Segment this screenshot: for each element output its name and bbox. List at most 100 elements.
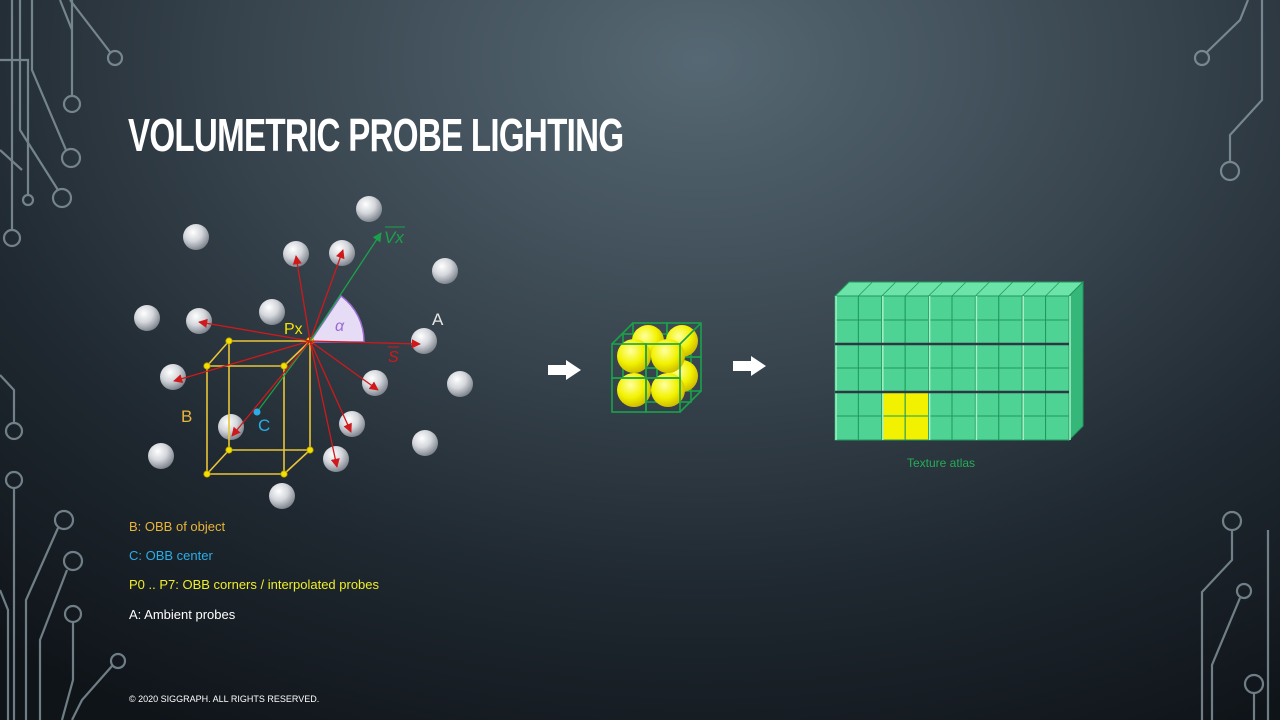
atlas-cell: [834, 319, 859, 345]
atlas-cell: [834, 391, 859, 417]
atlas-cell: [904, 343, 930, 369]
atlas-cell: [974, 415, 1000, 441]
atlas-cell: [951, 343, 976, 369]
atlas-cell: [1045, 415, 1070, 441]
atlas-cell: [881, 295, 906, 321]
texture-atlas: [833, 280, 1085, 442]
atlas-cell: [928, 391, 953, 417]
atlas-cell: [857, 295, 883, 321]
atlas-cell: [928, 343, 953, 369]
atlas-cell: [881, 415, 906, 441]
atlas-cell: [1045, 343, 1070, 369]
alpha-label: α: [335, 318, 345, 335]
ambient-probe: [183, 224, 209, 250]
atlas-cell: [881, 343, 906, 369]
probe-cube: [611, 322, 702, 413]
a-label: A: [432, 310, 444, 329]
atlas-cell: [951, 295, 976, 321]
c-label: C: [258, 416, 270, 435]
vx-label: Vx: [384, 228, 404, 247]
atlas-cell: [928, 319, 953, 345]
atlas-cell: [951, 415, 976, 441]
atlas-cell: [998, 295, 1023, 321]
atlas-cell: [998, 319, 1023, 345]
ambient-probe: [186, 308, 212, 334]
atlas-cell: [1021, 391, 1047, 417]
ambient-probes: [134, 196, 473, 509]
right-arrow-icon: [548, 360, 581, 380]
atlas-cell: [904, 391, 930, 417]
slide-title: VOLUMETRIC PROBE LIGHTING: [128, 109, 624, 161]
ambient-probe: [432, 258, 458, 284]
atlas-cell: [974, 391, 1000, 417]
atlas-cell: [951, 367, 976, 393]
atlas-cell: [881, 319, 906, 345]
ambient-probe: [134, 305, 160, 331]
atlas-cell: [974, 319, 1000, 345]
legend-corners: P0 .. P7: OBB corners / interpolated pro…: [129, 577, 380, 592]
atlas-cell: [881, 391, 906, 417]
atlas-cell: [857, 367, 883, 393]
vx-vector: [309, 232, 382, 342]
copyright-footer: © 2020 SIGGRAPH. ALL RIGHTS RESERVED.: [129, 694, 320, 704]
atlas-cell: [1021, 415, 1047, 441]
atlas-cell: [857, 415, 883, 441]
atlas-cell: [834, 295, 859, 321]
atlas-cell: [928, 415, 953, 441]
legend-center: C: OBB center: [129, 548, 213, 563]
atlas-cell: [1021, 295, 1047, 321]
ambient-probe: [283, 241, 309, 267]
ambient-probe: [259, 299, 285, 325]
atlas-cell: [881, 367, 906, 393]
atlas-cell: [834, 343, 859, 369]
atlas-cell: [904, 319, 930, 345]
atlas-cell: [834, 415, 859, 441]
atlas-cell: [951, 391, 976, 417]
atlas-cell: [974, 367, 1000, 393]
atlas-cell: [1045, 295, 1070, 321]
ambient-probe: [447, 371, 473, 397]
obb-center-point: [253, 408, 261, 416]
atlas-cell: [928, 295, 953, 321]
b-label: B: [181, 407, 192, 426]
s-label: S: [388, 349, 399, 366]
center-line: [256, 340, 311, 413]
atlas-cell: [1045, 319, 1070, 345]
legend-ambient: A: Ambient probes: [129, 607, 236, 622]
ambient-probe: [411, 328, 437, 354]
atlas-cell: [998, 415, 1023, 441]
ambient-probe: [356, 196, 382, 222]
atlas-cell: [1021, 343, 1047, 369]
atlas-cell: [904, 295, 930, 321]
atlas-cell: [998, 367, 1023, 393]
atlas-cell: [998, 391, 1023, 417]
right-arrow-icon: [733, 356, 766, 376]
ambient-probe: [269, 483, 295, 509]
legend-obb: B: OBB of object: [129, 519, 226, 534]
atlas-cell: [974, 295, 1000, 321]
atlas-cell: [951, 319, 976, 345]
atlas-caption: Texture atlas: [907, 456, 976, 470]
atlas-cell: [1045, 367, 1070, 393]
alpha-cone: [308, 294, 365, 343]
atlas-cell: [904, 367, 930, 393]
atlas-cell: [834, 367, 859, 393]
atlas-cell: [974, 343, 1000, 369]
ambient-probe: [160, 364, 186, 390]
atlas-cell: [857, 391, 883, 417]
px-label: Px: [284, 321, 303, 338]
ambient-probe: [323, 446, 349, 472]
atlas-cell: [857, 343, 883, 369]
circuit-decoration-left: [0, 0, 127, 720]
atlas-cell: [1021, 367, 1047, 393]
atlas-cell: [857, 319, 883, 345]
atlas-cell: [1045, 391, 1070, 417]
ambient-probe: [362, 370, 388, 396]
atlas-cell: [1021, 319, 1047, 345]
ambient-probe: [412, 430, 438, 456]
sample-rays: [173, 249, 421, 468]
ambient-probe: [148, 443, 174, 469]
atlas-cell: [998, 343, 1023, 369]
